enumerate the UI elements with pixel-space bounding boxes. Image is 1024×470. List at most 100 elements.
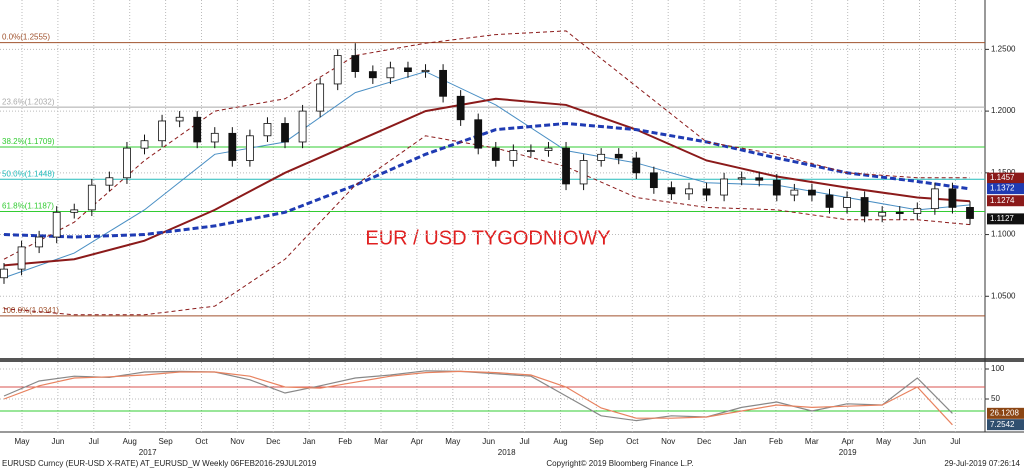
x-tick-label: Jun <box>913 437 926 446</box>
price-tag-label: 1.1127 <box>990 214 1014 223</box>
x-tick-label: May <box>876 437 891 446</box>
candle-body <box>685 188 693 195</box>
indicator-line <box>3 121 971 239</box>
y-tick-label: 1.2000 <box>991 106 1016 115</box>
price-tag-label: 7.2542 <box>990 420 1015 429</box>
x-tick-label: Apr <box>411 437 424 446</box>
price-tag <box>987 419 1024 431</box>
year-label: 2018 <box>498 448 516 457</box>
price-tag <box>987 407 1024 419</box>
candle-body <box>667 187 676 195</box>
x-tick-label: Jul <box>89 437 99 446</box>
candle-body <box>70 209 79 213</box>
candle-body <box>755 177 764 181</box>
indicator-line <box>3 71 971 279</box>
x-tick-label: Feb <box>769 437 783 446</box>
candle-body <box>790 189 799 196</box>
candle-body <box>895 211 904 214</box>
candle-body <box>808 189 816 196</box>
candle-body <box>193 116 202 143</box>
candle-body <box>544 147 553 152</box>
candle-body <box>527 150 535 153</box>
price-tag-label: 1.1457 <box>990 173 1015 182</box>
candle-body <box>87 184 96 211</box>
candle-body <box>930 188 939 210</box>
x-tick-label: Dec <box>266 437 280 446</box>
candle-body <box>228 132 237 161</box>
y-tick-label: 1.1000 <box>991 230 1016 239</box>
y-tick-label: 1.2500 <box>991 44 1016 53</box>
x-tick-label: Jan <box>303 437 316 446</box>
x-tick-label: Aug <box>123 437 137 446</box>
x-tick-label: Oct <box>626 437 639 446</box>
x-tick-label: Dec <box>697 437 711 446</box>
osc-tick-label: 50 <box>991 394 1000 403</box>
candle-body <box>281 123 289 143</box>
price-tag-label: 1.1372 <box>990 184 1015 193</box>
fib-label: 100.0%(1.0341) <box>2 306 59 315</box>
candle-body <box>825 194 834 208</box>
x-tick-label: Mar <box>374 437 388 446</box>
x-tick-label: Sep <box>589 437 604 446</box>
osc-line <box>3 370 953 426</box>
candle-body <box>720 178 729 196</box>
candle-body <box>509 150 518 161</box>
candle-body <box>316 83 325 112</box>
x-tick-label: Aug <box>553 437 567 446</box>
candle-body <box>966 206 974 219</box>
candle-body <box>562 147 570 185</box>
x-tick-label: Nov <box>230 437 244 446</box>
footer-right: 29-Jul-2019 07:26:14 <box>944 459 1020 468</box>
candle-body <box>913 208 922 214</box>
price-tag <box>987 195 1024 207</box>
fib-label: 38.2%(1.1709) <box>2 137 55 146</box>
candle-body <box>35 236 44 248</box>
osc-tick-label: 100 <box>991 364 1005 373</box>
y-tick-label: 1.0500 <box>991 291 1016 300</box>
x-tick-label: May <box>445 437 460 446</box>
fib-label: 23.6%(1.2032) <box>2 97 55 106</box>
candle-body <box>456 95 465 121</box>
candle-body <box>17 246 26 270</box>
candle-body <box>368 71 377 79</box>
candle-body <box>474 119 483 149</box>
candle-body <box>491 147 500 161</box>
price-tag <box>987 213 1024 225</box>
x-tick-label: Oct <box>195 437 208 446</box>
x-tick-label: Jan <box>734 437 747 446</box>
x-tick-label: Jun <box>482 437 495 446</box>
candle-body <box>158 120 166 142</box>
year-label: 2019 <box>839 448 857 457</box>
x-tick-label: Sep <box>158 437 173 446</box>
candle-body <box>404 67 412 73</box>
x-tick-label: Apr <box>841 437 854 446</box>
x-tick-label: Jul <box>950 437 960 446</box>
candle-body <box>772 179 781 196</box>
candle-body <box>351 55 360 72</box>
candle-body <box>737 177 746 180</box>
x-tick-label: Feb <box>338 437 352 446</box>
y-tick-label: 1.1500 <box>991 168 1016 177</box>
panel-separator <box>0 358 1024 362</box>
footer-left: EURUSD Curncy (EUR-USD X-RATE) AT_EURUSD… <box>2 459 317 468</box>
candle-body <box>210 132 219 143</box>
candle-body <box>860 197 869 217</box>
candle-body <box>140 140 149 149</box>
candle-body <box>105 177 114 186</box>
fib-label: 61.8%(1.1187) <box>2 202 54 211</box>
price-tag <box>987 183 1024 195</box>
price-tag <box>987 172 1024 184</box>
candle-body <box>0 268 8 279</box>
price-tag-label: 1.1274 <box>990 196 1015 205</box>
candle-body <box>386 67 395 79</box>
indicator-line <box>3 30 970 260</box>
fib-label: 50.0%(1.1448) <box>2 169 55 178</box>
candle-body <box>843 197 851 208</box>
candle-body <box>632 157 641 174</box>
candle-body <box>123 147 131 179</box>
candle-body <box>439 69 447 97</box>
candle-body <box>614 153 623 159</box>
candle-body <box>263 123 272 137</box>
